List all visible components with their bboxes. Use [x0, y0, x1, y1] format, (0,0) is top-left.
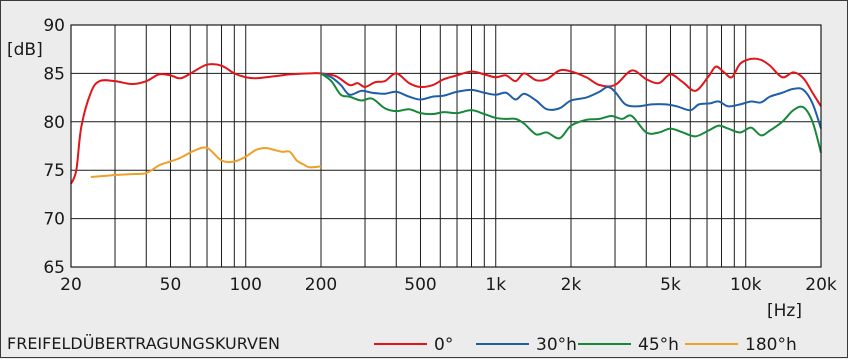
x-tick-label: 50	[160, 275, 182, 295]
series-line-1	[320, 72, 822, 129]
x-tick-label: 1k	[485, 275, 506, 295]
x-tick-label: 2k	[561, 275, 582, 295]
x-tick-label: 10k	[730, 275, 762, 295]
series-line-0	[70, 57, 822, 185]
x-tick-label: 20k	[805, 275, 837, 295]
x-tick-label: 200	[305, 275, 337, 295]
x-axis-label: [Hz]	[767, 301, 802, 321]
chart-title: FREIFELDÜBERTRAGUNGSKURVEN	[7, 334, 280, 353]
y-tick-label: 90	[43, 16, 65, 36]
y-tick-label: 70	[43, 210, 65, 230]
legend-label: 45°h	[638, 335, 679, 355]
y-tick-label: 65	[43, 258, 65, 278]
x-axis-ticks: 20 50 100 200 500 1k 2k 5k 10k 20k	[60, 275, 837, 295]
plot-border	[70, 24, 822, 268]
legend-label: 180°h	[745, 335, 797, 355]
y-tick-label: 85	[43, 64, 65, 84]
x-tick-label: 100	[230, 275, 262, 295]
legend-label: 0°	[434, 335, 453, 355]
series-group	[70, 57, 822, 185]
x-tick-label: 20	[60, 275, 82, 295]
y-axis-ticks: 90 85 80 75 70 65	[43, 16, 65, 278]
x-tick-label: 5k	[660, 275, 681, 295]
plot-area	[71, 25, 821, 267]
legend-label: 30°h	[536, 335, 577, 355]
y-tick-label: 80	[43, 113, 65, 133]
legend: 0° 30°h 45°h 180°h	[374, 335, 797, 355]
y-tick-label: 75	[43, 161, 65, 181]
x-tick-label: 500	[404, 275, 436, 295]
series-line-2	[320, 72, 822, 154]
y-axis-label: [dB]	[7, 40, 43, 60]
series-line-3	[90, 146, 322, 178]
